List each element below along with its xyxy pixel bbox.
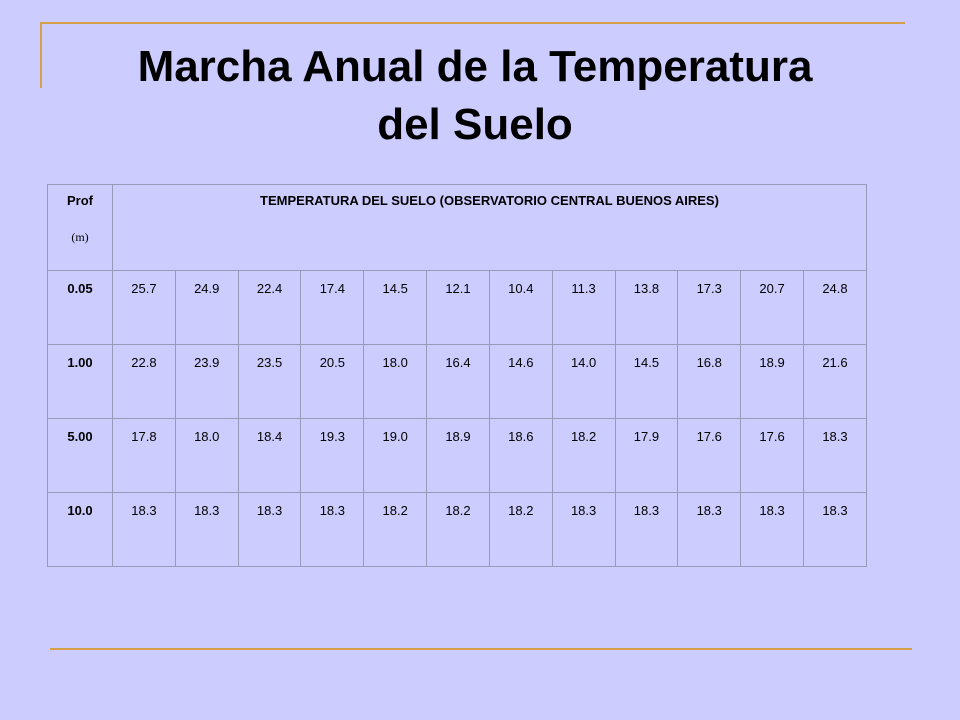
temperature-cell: 18.3 — [237, 492, 302, 567]
temperature-cell: 18.3 — [174, 492, 239, 567]
temperature-cell: 18.9 — [426, 418, 490, 493]
depth-cell: 0.05 — [47, 270, 113, 345]
temperature-cell: 12.1 — [426, 270, 490, 345]
table-row: 1.00 22.8 23.9 23.5 20.5 18.0 16.4 14.6 14.0 14.5… — [47, 344, 868, 419]
depth-cell: 1.00 — [47, 344, 113, 419]
temperature-cell: 18.3 — [740, 492, 804, 567]
temperature-cell: 19.0 — [363, 418, 428, 493]
soil-temperature-table: Prof (m) TEMPERATURA DEL SUELO (OBSERVAT… — [47, 184, 868, 567]
temperature-cell: 13.8 — [614, 270, 679, 345]
temperature-cell: 17.6 — [677, 418, 742, 493]
depth-cell: 5.00 — [47, 418, 113, 493]
temperature-cell: 18.6 — [488, 418, 553, 493]
depth-header-unit: (m) — [71, 230, 89, 244]
depth-header-label: Prof — [67, 193, 93, 208]
temperature-cell: 16.4 — [426, 344, 490, 419]
depth-header-cell: Prof (m) — [47, 184, 113, 271]
table-row: 5.00 17.8 18.0 18.4 19.3 19.0 18.9 18.6 18.2 17.9… — [47, 418, 868, 493]
temperature-cell: 18.2 — [488, 492, 553, 567]
temperature-cell: 18.4 — [237, 418, 302, 493]
temperature-header-cell: TEMPERATURA DEL SUELO (OBSERVATORIO CENT… — [112, 184, 867, 271]
temperature-cell: 21.6 — [802, 344, 868, 419]
top-divider-line — [40, 22, 905, 24]
temperature-cell: 18.3 — [112, 492, 176, 567]
temperature-cell: 25.7 — [112, 270, 176, 345]
temperature-cell: 18.3 — [614, 492, 679, 567]
temperature-cell: 18.3 — [802, 418, 868, 493]
temperature-cell: 14.0 — [551, 344, 616, 419]
temperature-cell: 11.3 — [551, 270, 616, 345]
temperature-cell: 22.8 — [112, 344, 176, 419]
temperature-cell: 23.5 — [237, 344, 302, 419]
depth-cell: 10.0 — [47, 492, 113, 567]
temperature-cell: 24.9 — [174, 270, 239, 345]
temperature-cell: 18.3 — [551, 492, 616, 567]
temperature-cell: 18.0 — [174, 418, 239, 493]
table-header-row: Prof (m) TEMPERATURA DEL SUELO (OBSERVAT… — [47, 184, 867, 271]
temperature-cell: 14.5 — [363, 270, 428, 345]
table-row: 10.0 18.3 18.3 18.3 18.3 18.2 18.2 18.2 18.3 18.3… — [47, 492, 868, 567]
table-body: 0.05 25.7 24.9 22.4 17.4 14.5 12.1 10.4 11.3 13.8… — [47, 270, 868, 567]
title-line-1: Marcha Anual de la Temperatura — [137, 42, 813, 91]
temperature-cell: 18.3 — [802, 492, 868, 567]
table-row: 0.05 25.7 24.9 22.4 17.4 14.5 12.1 10.4 11.3 13.8… — [47, 270, 868, 345]
bottom-divider-line — [50, 648, 912, 650]
temperature-cell: 16.8 — [677, 344, 742, 419]
slide-title: Marcha Anual de la Temperatura del Suelo — [40, 38, 910, 154]
temperature-cell: 14.6 — [488, 344, 553, 419]
temperature-cell: 18.3 — [677, 492, 742, 567]
temperature-cell: 23.9 — [174, 344, 239, 419]
temperature-cell: 20.7 — [740, 270, 804, 345]
temperature-cell: 24.8 — [802, 270, 868, 345]
temperature-cell: 17.6 — [740, 418, 804, 493]
temperature-cell: 18.9 — [740, 344, 804, 419]
temperature-cell: 18.3 — [300, 492, 365, 567]
temperature-cell: 22.4 — [237, 270, 302, 345]
temperature-cell: 17.8 — [112, 418, 176, 493]
temperature-cell: 14.5 — [614, 344, 679, 419]
temperature-cell: 17.9 — [614, 418, 679, 493]
top-left-tick — [40, 22, 42, 88]
temperature-cell: 20.5 — [300, 344, 365, 419]
temperature-cell: 18.2 — [551, 418, 616, 493]
temperature-cell: 18.2 — [426, 492, 490, 567]
temperature-cell: 10.4 — [488, 270, 553, 345]
temperature-cell: 17.4 — [300, 270, 365, 345]
title-line-2: del Suelo — [377, 100, 573, 149]
temperature-cell: 18.2 — [363, 492, 428, 567]
temperature-cell: 17.3 — [677, 270, 742, 345]
temperature-cell: 19.3 — [300, 418, 365, 493]
temperature-cell: 18.0 — [363, 344, 428, 419]
